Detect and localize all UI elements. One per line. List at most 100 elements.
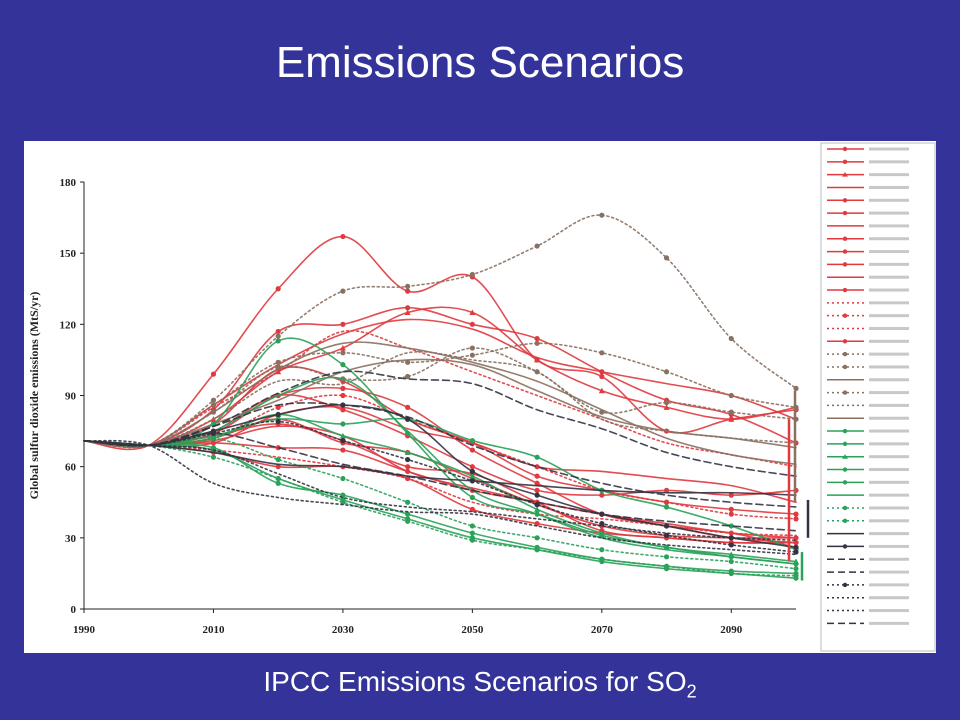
series-point	[340, 475, 346, 482]
legend-item	[827, 557, 909, 561]
series-point	[405, 518, 411, 524]
legend-label-blur	[869, 557, 909, 561]
series-line	[83, 235, 797, 451]
series-point	[728, 542, 734, 548]
series-point	[469, 530, 475, 536]
legend-label-blur	[869, 403, 909, 407]
series-point	[534, 464, 540, 470]
series-B2	[83, 440, 797, 542]
series-line	[83, 347, 797, 448]
series-point	[469, 468, 475, 475]
series-point	[469, 523, 475, 529]
chart-svg: 0 30 60 90 120 150 180 1990 2010 2030 2050 2070 2090…	[27, 142, 936, 652]
legend-label-blur	[869, 301, 909, 305]
series-point	[663, 487, 670, 493]
series-A2	[83, 358, 797, 449]
series-point	[469, 321, 475, 327]
series-line	[83, 306, 797, 448]
legend-item	[827, 518, 909, 523]
series-point	[534, 492, 540, 498]
series-point	[339, 432, 346, 439]
series-point	[534, 356, 541, 363]
series-point	[405, 468, 411, 475]
series-point	[793, 385, 799, 391]
series-B2	[83, 440, 797, 496]
series-point	[340, 499, 346, 505]
legend-swatch-marker	[842, 172, 848, 177]
series-line	[83, 342, 797, 449]
legend-label-blur	[869, 352, 909, 356]
x-tick-label: 2030	[332, 624, 355, 636]
legend-item	[827, 172, 909, 177]
series-point	[663, 255, 670, 261]
series-point	[210, 409, 217, 415]
series-point	[663, 563, 670, 569]
series-line	[83, 437, 797, 570]
series-point	[340, 421, 346, 427]
series-point	[599, 409, 605, 415]
legend-swatch-marker	[842, 351, 848, 357]
series-line	[83, 440, 797, 579]
series-point	[469, 345, 475, 351]
series-point	[534, 506, 541, 512]
series-point	[340, 437, 346, 444]
series-line	[83, 405, 797, 504]
series-point	[728, 416, 735, 422]
series-point	[663, 532, 670, 539]
legend-swatch-marker	[842, 146, 848, 152]
y-tick-label: 30	[65, 533, 77, 545]
series-point	[405, 511, 411, 517]
legend-item	[827, 159, 909, 165]
legend-item	[827, 428, 909, 434]
series-point	[793, 516, 799, 522]
legend-item	[827, 480, 909, 485]
legend-swatch-marker	[842, 390, 848, 395]
legend-item	[827, 146, 909, 152]
series-point	[404, 309, 411, 315]
series-point	[405, 288, 411, 294]
series-A1	[83, 440, 797, 537]
legend-item	[827, 313, 909, 318]
caption-subscript: 2	[686, 681, 697, 702]
series-point	[663, 369, 670, 375]
legend-swatch-marker	[842, 480, 848, 485]
legend-label-blur	[869, 365, 909, 369]
series-point	[275, 456, 281, 463]
x-tick-label: 2050	[461, 624, 484, 636]
legend-item	[827, 454, 909, 459]
series-point	[275, 475, 281, 482]
series-point	[728, 492, 734, 498]
series-point	[405, 305, 411, 311]
series-point	[793, 566, 799, 572]
legend-label-blur	[869, 391, 909, 395]
legend-label-blur	[869, 314, 909, 318]
legend-item	[827, 287, 909, 293]
series-point	[534, 454, 540, 460]
series-B2	[83, 402, 799, 550]
series-point	[340, 362, 346, 368]
legend-swatch-marker	[842, 313, 848, 318]
series-line	[83, 329, 797, 468]
series-point	[469, 464, 475, 470]
legend-label-blur	[869, 596, 909, 600]
series-point	[469, 309, 476, 315]
legend-item	[827, 596, 909, 600]
series-point	[469, 271, 475, 278]
series-point	[728, 558, 734, 565]
series-point	[340, 321, 346, 327]
series-point	[340, 392, 346, 399]
series-line	[83, 404, 797, 549]
series-point	[534, 340, 540, 346]
series-B2	[83, 432, 797, 532]
series-point	[405, 404, 411, 410]
series-point	[404, 449, 411, 455]
series-point	[340, 407, 346, 413]
legend-item	[827, 275, 909, 279]
legend-label-blur	[869, 583, 909, 587]
series-point	[728, 523, 734, 529]
series-point	[405, 373, 411, 380]
legend-item	[827, 364, 909, 370]
series-point	[534, 335, 540, 342]
legend-swatch-marker	[842, 249, 848, 254]
y-tick-label: 150	[60, 248, 77, 260]
